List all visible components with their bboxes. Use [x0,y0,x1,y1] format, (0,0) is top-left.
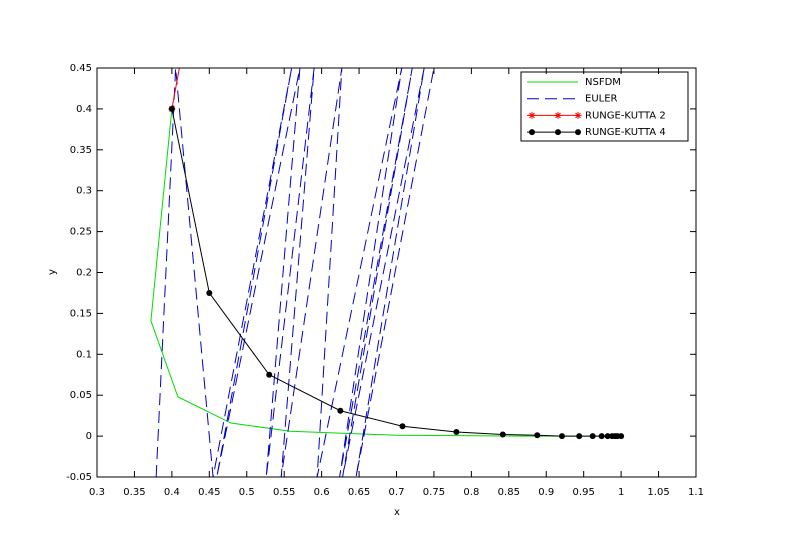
x-tick-label: 0.5 [239,487,255,498]
data-point [168,105,175,112]
data-point [555,129,561,136]
y-tick-label: 0.25 [70,227,92,238]
x-tick-label: 0.85 [498,487,520,498]
y-tick-label: -0.05 [66,472,92,483]
data-point [598,433,605,440]
y-tick-label: 0 [86,431,92,442]
series-line [171,68,180,109]
x-tick-label: 0.8 [463,487,479,498]
x-tick-label: 0.55 [273,487,295,498]
data-point [589,433,596,440]
y-tick-label: 0.15 [70,308,92,319]
data-point [575,129,581,136]
data-point [618,433,625,440]
x-axis-label: x [394,507,400,518]
legend-label: RUNGE-KUTTA 2 [585,110,666,121]
y-tick-label: 0.3 [76,186,92,197]
x-tick-label: 0.6 [314,487,330,498]
y-tick-label: 0.4 [76,104,92,115]
data-point [453,429,460,436]
data-point [337,407,344,414]
data-point [529,129,535,136]
x-tick-label: 1.05 [647,487,669,498]
y-tick-label: 0.05 [70,390,92,401]
data-point [266,371,273,378]
x-tick-label: 0.35 [123,487,145,498]
data-point [604,433,611,440]
series-line [155,68,435,477]
legend-box [520,71,689,142]
y-tick-label: 0.2 [76,268,92,279]
x-tick-label: 0.95 [573,487,595,498]
x-tick-label: 0.7 [389,487,405,498]
x-tick-label: 0.4 [164,487,180,498]
x-tick-label: 0.9 [538,487,554,498]
legend-label: RUNGE-KUTTA 4 [585,127,666,138]
legend-label: NSFDM [585,77,621,88]
x-tick-label: 1.1 [688,487,704,498]
y-tick-label: 0.45 [70,63,92,74]
y-axis-label: y [47,269,58,275]
x-tick-label: 0.45 [198,487,220,498]
x-tick-label: 0.75 [423,487,445,498]
x-tick-label: 0.65 [348,487,370,498]
y-tick-label: 0.1 [76,349,92,360]
data-point [574,111,582,119]
data-point [399,423,406,430]
data-point [534,432,541,439]
data-point [554,111,562,119]
data-point [528,111,536,119]
y-tick-label: 0.35 [70,145,92,156]
x-tick-label: 0.3 [89,487,105,498]
legend: NSFDM EULER RUNGE-KUTTA 2 RUNGE-KUTTA 4 [520,71,689,142]
data-point [558,433,565,440]
plot-area [150,68,625,477]
x-tick-label: 1 [618,487,624,498]
data-point [499,431,506,438]
data-point [206,289,213,296]
data-point [576,433,583,440]
series-line [150,108,622,437]
legend-label: EULER [585,94,618,105]
